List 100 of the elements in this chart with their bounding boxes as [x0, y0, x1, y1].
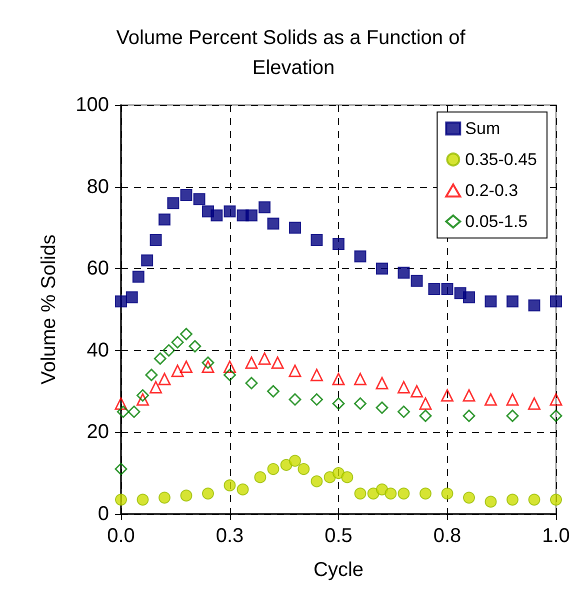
point	[258, 352, 271, 365]
point	[398, 380, 410, 394]
point	[463, 291, 475, 304]
chart-title: Volume Percent Solids as a Function of Elevation	[116, 27, 471, 79]
point	[441, 488, 454, 500]
point	[398, 406, 410, 418]
x-axis-title: Cycle	[313, 559, 364, 581]
point	[550, 410, 562, 422]
y-axis-title: Volume % Solids	[38, 234, 60, 385]
point	[267, 218, 280, 230]
y-tick-label: 60	[86, 258, 109, 280]
point	[528, 299, 540, 312]
point	[310, 393, 323, 406]
point	[354, 488, 366, 500]
point	[136, 393, 149, 406]
point	[188, 340, 202, 353]
point	[150, 234, 162, 246]
point	[550, 393, 562, 406]
point	[384, 488, 397, 500]
point	[420, 488, 432, 500]
x-tick-label: 0.8	[433, 525, 462, 547]
point	[332, 397, 345, 410]
point	[506, 295, 518, 308]
point	[484, 295, 497, 308]
point	[246, 209, 258, 222]
point	[141, 254, 154, 266]
point	[180, 490, 192, 502]
point	[280, 458, 292, 471]
point	[354, 372, 366, 386]
point	[115, 494, 127, 506]
x-tick-label: 1.0	[542, 525, 570, 547]
point	[267, 385, 280, 398]
point	[202, 356, 214, 369]
point	[428, 283, 440, 296]
legend-label: 0.2-0.3	[465, 181, 518, 200]
point	[354, 250, 366, 262]
y-tick-label: 0	[98, 503, 109, 525]
point	[126, 291, 138, 304]
point	[202, 360, 214, 374]
point	[410, 385, 424, 398]
point	[376, 262, 388, 275]
point	[550, 295, 562, 308]
point	[288, 393, 302, 406]
point	[167, 197, 180, 210]
point	[310, 234, 323, 246]
point	[528, 494, 540, 506]
point	[288, 364, 302, 378]
x-tick-label: 0.3	[216, 525, 244, 547]
point	[245, 356, 258, 369]
legend-label: 0.35-0.45	[465, 150, 538, 169]
point	[410, 274, 423, 287]
point	[114, 397, 128, 410]
point	[171, 364, 184, 378]
point	[506, 410, 519, 422]
point	[332, 238, 344, 250]
point	[271, 356, 284, 369]
point	[245, 376, 258, 390]
point	[441, 283, 454, 296]
point	[332, 372, 345, 386]
point	[114, 462, 128, 476]
point	[341, 471, 354, 484]
point	[462, 389, 476, 402]
point	[150, 380, 162, 394]
point	[506, 393, 519, 406]
legend-label: Sum	[465, 119, 500, 138]
point	[441, 389, 454, 402]
y-tick-label: 20	[86, 421, 109, 444]
point	[180, 328, 192, 340]
point	[289, 454, 301, 467]
point	[376, 401, 388, 414]
point	[236, 483, 249, 496]
point	[115, 295, 127, 308]
point	[158, 214, 170, 226]
point	[354, 397, 366, 410]
point	[310, 475, 323, 488]
point	[398, 266, 410, 279]
point	[484, 393, 497, 406]
point	[162, 344, 176, 357]
point	[180, 360, 192, 374]
point	[158, 372, 171, 386]
point	[298, 463, 310, 476]
point	[224, 479, 236, 492]
point	[132, 270, 144, 283]
point	[267, 463, 280, 476]
point	[332, 467, 344, 480]
point	[171, 336, 184, 348]
point	[154, 352, 166, 365]
point	[310, 368, 323, 382]
point	[224, 360, 236, 374]
point	[193, 193, 206, 206]
point	[145, 368, 158, 382]
point	[136, 494, 149, 506]
point	[398, 488, 410, 500]
point	[202, 488, 214, 500]
point	[289, 222, 301, 234]
x-tick-label: 0.0	[107, 525, 135, 547]
point	[158, 492, 170, 504]
y-tick-label: 100	[76, 94, 109, 116]
legend-label: 0.05-1.5	[465, 212, 528, 231]
point	[180, 188, 192, 201]
